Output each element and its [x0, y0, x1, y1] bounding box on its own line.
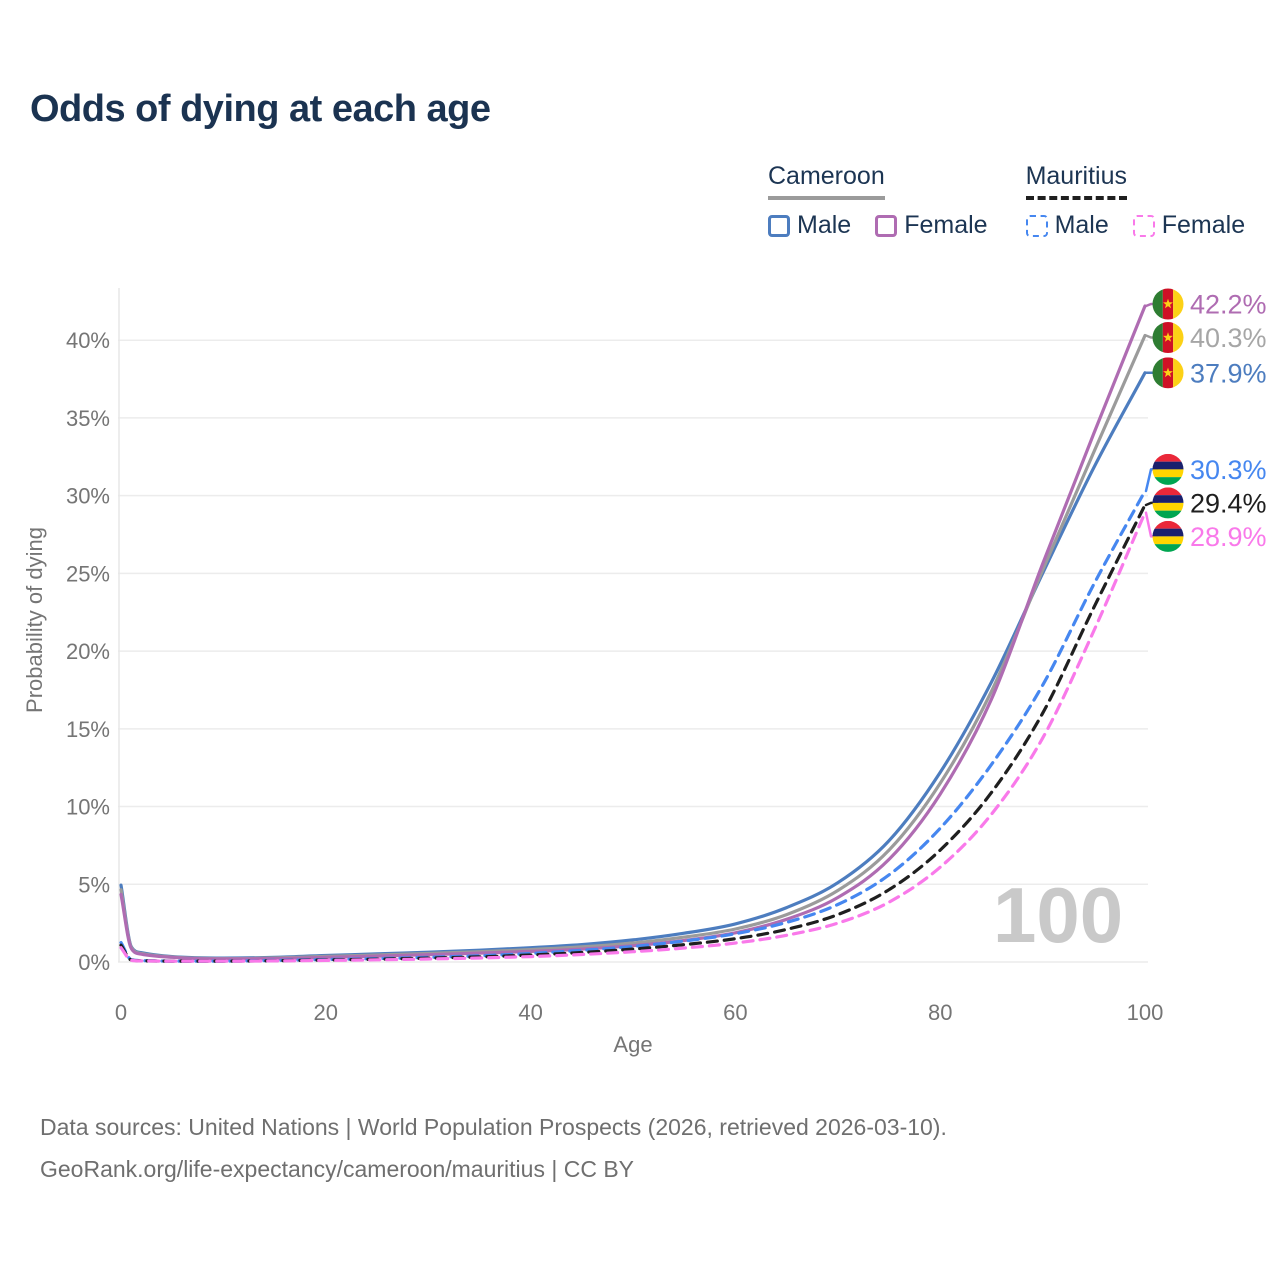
flag-stripe	[1152, 528, 1184, 537]
chart-legend: Cameroon Male Female Mauritius Male	[768, 162, 1245, 240]
series-line-cameroon-female	[119, 304, 1147, 961]
legend-group-title-mauritius: Mauritius	[1025, 162, 1127, 200]
legend-item-mauritius-male[interactable]: Male	[1025, 211, 1109, 240]
flag-stripe	[1152, 536, 1184, 545]
flag-star-icon	[1163, 298, 1173, 309]
y-tick-label: 0%	[78, 950, 110, 975]
flag-star-icon	[1163, 367, 1173, 378]
end-value-label-cameroon-both-sexes: 40.3%	[1190, 323, 1267, 353]
flag-stripe	[1152, 520, 1184, 529]
mauritius-flag-icon	[1152, 453, 1184, 485]
y-tick-label: 5%	[78, 872, 110, 897]
footer-url-line: GeoRank.org/life-expectancy/cameroon/mau…	[40, 1156, 635, 1182]
flag-stripe	[1173, 288, 1184, 320]
cameroon-flag-icon	[1152, 322, 1184, 354]
y-tick-label: 30%	[66, 484, 110, 509]
flag-star-icon	[1163, 332, 1173, 342]
flag-stripe	[1152, 357, 1163, 389]
x-tick-label: 40	[518, 1000, 542, 1025]
chart-footer: Data sources: United Nations | World Pop…	[40, 1106, 947, 1190]
mauritius-flag-icon	[1152, 487, 1184, 519]
end-value-label-mauritius-both-sexes: 29.4%	[1190, 488, 1267, 518]
legend-label-mauritius-female: Female	[1161, 211, 1246, 239]
x-tick-label: 100	[1127, 1000, 1164, 1025]
legend-label-cameroon-female: Female	[904, 211, 988, 239]
cameroon-flag-icon	[1152, 357, 1184, 389]
flag-stripe	[1152, 469, 1184, 478]
legend-label-cameroon-male: Male	[797, 211, 852, 239]
footer-source-line: Data sources: United Nations | World Pop…	[40, 1114, 947, 1140]
end-value-label-cameroon-female: 42.2%	[1190, 290, 1267, 320]
legend-item-mauritius-female[interactable]: Female	[1132, 211, 1246, 240]
legend-group-cameroon: Cameroon Male Female	[768, 162, 988, 240]
x-axis-title: Age	[613, 1032, 652, 1057]
legend-group-title-cameroon: Cameroon	[768, 162, 885, 200]
flag-stripe	[1152, 502, 1184, 511]
end-value-label-cameroon-male: 37.9%	[1190, 358, 1267, 388]
x-tick-label: 20	[314, 1000, 338, 1025]
series-line-cameroon-male	[119, 371, 1147, 960]
flag-stripe	[1152, 322, 1163, 354]
flag-stripe	[1152, 487, 1184, 496]
y-tick-label: 25%	[66, 561, 110, 586]
x-tick-label: 60	[723, 1000, 747, 1025]
y-tick-label: 35%	[66, 406, 110, 431]
flag-stripe	[1152, 495, 1184, 503]
mauritius-flag-icon	[1152, 520, 1184, 552]
series-line-mauritius-female	[119, 511, 1147, 963]
age-counter-watermark: 100	[993, 871, 1124, 959]
flag-stripe	[1152, 510, 1184, 519]
page-title: Odds of dying at each age	[30, 88, 491, 130]
legend-label-mauritius-male: Male	[1054, 211, 1109, 239]
flag-stripe	[1152, 461, 1184, 470]
flag-stripe	[1152, 477, 1184, 485]
legend-items-cameroon: Male Female	[768, 211, 988, 240]
flag-stripe	[1152, 288, 1163, 320]
legend-item-cameroon-female[interactable]: Female	[875, 211, 988, 240]
y-tick-label: 15%	[66, 717, 110, 742]
y-axis-title: Probability of dying	[22, 527, 47, 713]
series-line-mauritius-male	[119, 489, 1147, 963]
checkbox-icon-cameroon-female	[875, 214, 898, 237]
legend-group-mauritius: Mauritius Male Female	[1025, 162, 1246, 240]
cameroon-flag-icon	[1152, 288, 1184, 320]
x-tick-label: 80	[928, 1000, 952, 1025]
checkbox-icon-cameroon-male	[768, 214, 790, 237]
legend-item-cameroon-male[interactable]: Male	[768, 211, 851, 240]
flag-stripe	[1173, 357, 1184, 389]
checkbox-icon-mauritius-female	[1132, 214, 1155, 237]
legend-items-mauritius: Male Female	[1025, 211, 1246, 240]
flag-stripe	[1152, 453, 1184, 462]
flag-stripe	[1173, 322, 1184, 354]
flag-stripe	[1152, 544, 1184, 552]
series-line-cameroon-both-sexes	[119, 333, 1147, 961]
end-value-label-mauritius-female: 28.9%	[1190, 522, 1267, 552]
end-value-label-mauritius-male: 30.3%	[1190, 455, 1267, 485]
y-tick-label: 10%	[66, 795, 110, 820]
y-tick-label: 40%	[66, 328, 110, 353]
checkbox-icon-mauritius-male	[1025, 214, 1048, 237]
x-tick-label: 0	[115, 1000, 127, 1025]
y-tick-label: 20%	[66, 639, 110, 664]
